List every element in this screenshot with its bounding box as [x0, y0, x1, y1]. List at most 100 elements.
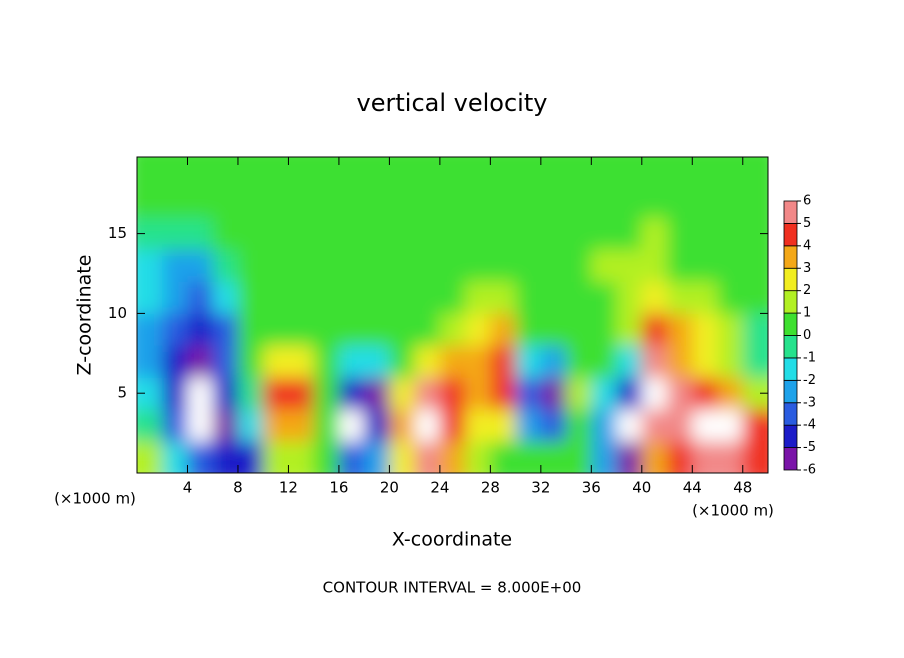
- cell: [288, 313, 315, 346]
- cell: [465, 377, 491, 410]
- cell: [540, 249, 567, 282]
- y-tick-label: 5: [117, 384, 127, 402]
- cell: [389, 409, 416, 442]
- cell: [263, 409, 289, 442]
- cell: [717, 249, 744, 282]
- colorbar-box: [783, 335, 798, 359]
- cell: [389, 157, 416, 187]
- cell: [540, 185, 567, 219]
- cell: [288, 441, 315, 473]
- cell: [566, 281, 592, 314]
- cell: [212, 377, 239, 410]
- cell: [137, 441, 163, 473]
- cell: [667, 157, 693, 187]
- cell: [717, 185, 744, 219]
- colorbar-tick-label: 0: [803, 328, 811, 343]
- cell: [313, 157, 340, 187]
- cell: [515, 409, 542, 442]
- cell: [591, 185, 618, 219]
- cell: [389, 377, 416, 410]
- field: [137, 157, 768, 473]
- cell: [465, 249, 491, 282]
- cell: [338, 441, 365, 473]
- cell: [212, 281, 239, 314]
- cell: [490, 345, 517, 378]
- cell: [566, 441, 592, 473]
- cell: [364, 377, 390, 410]
- cell: [414, 377, 441, 410]
- cell: [187, 377, 214, 410]
- cell: [591, 345, 618, 378]
- cell: [667, 249, 693, 282]
- cell: [641, 249, 668, 282]
- cell: [566, 313, 592, 346]
- cell: [515, 157, 542, 187]
- cell: [641, 345, 668, 378]
- cell: [439, 217, 466, 251]
- cell: [465, 409, 491, 442]
- cell: [540, 409, 567, 442]
- cell: [490, 441, 517, 473]
- cell: [162, 249, 188, 282]
- cell: [591, 157, 618, 187]
- cell: [490, 249, 517, 282]
- colorbar-tick-label: 2: [803, 283, 811, 298]
- cell: [465, 157, 491, 187]
- cell: [439, 249, 466, 282]
- x-tick-label: 28: [481, 479, 500, 497]
- cell: [515, 249, 542, 282]
- colorbar-tick-label: -5: [803, 440, 816, 455]
- cell: [717, 409, 744, 442]
- cell: [641, 157, 668, 187]
- cell: [692, 377, 719, 410]
- cell: [490, 157, 517, 187]
- cell: [515, 313, 542, 346]
- cell: [389, 249, 416, 282]
- annotation: CONTOUR INTERVAL = 8.000E+00: [323, 579, 582, 597]
- colorbar-tick-label: 3: [803, 261, 811, 276]
- cell: [212, 157, 239, 187]
- cell: [465, 185, 491, 219]
- cell: [187, 313, 214, 346]
- x-tick-label: 32: [531, 479, 550, 497]
- cell: [692, 249, 719, 282]
- cell: [364, 249, 390, 282]
- cell: [616, 441, 643, 473]
- cell: [641, 409, 668, 442]
- cell: [187, 249, 214, 282]
- cell: [288, 281, 315, 314]
- colorbar-box: [783, 245, 798, 269]
- cell: [212, 185, 239, 219]
- cell: [263, 441, 289, 473]
- cell: [515, 185, 542, 219]
- cell: [490, 185, 517, 219]
- cell: [263, 313, 289, 346]
- x-axis-label: X-coordinate: [392, 529, 512, 551]
- cell: [364, 281, 390, 314]
- cell: [490, 281, 517, 314]
- cell: [490, 409, 517, 442]
- colorbar-tick-label: -3: [803, 395, 816, 410]
- colorbar-tick-label: 1: [803, 306, 811, 321]
- x-tick-label: 36: [582, 479, 601, 497]
- cell: [692, 409, 719, 442]
- cell: [439, 345, 466, 378]
- cell: [162, 441, 188, 473]
- cell: [338, 345, 365, 378]
- y-axis-label: Z-coordinate: [74, 255, 96, 376]
- x-tick-label: 48: [733, 479, 752, 497]
- colorbar-tick-label: 5: [803, 216, 811, 231]
- cell: [641, 313, 668, 346]
- cell: [389, 441, 416, 473]
- cell: [414, 345, 441, 378]
- cell: [439, 185, 466, 219]
- cell: [263, 377, 289, 410]
- cell: [692, 157, 719, 187]
- cell: [465, 217, 491, 251]
- cell: [540, 157, 567, 187]
- cell: [389, 217, 416, 251]
- cell: [692, 217, 719, 251]
- cell: [162, 313, 188, 346]
- cell: [616, 281, 643, 314]
